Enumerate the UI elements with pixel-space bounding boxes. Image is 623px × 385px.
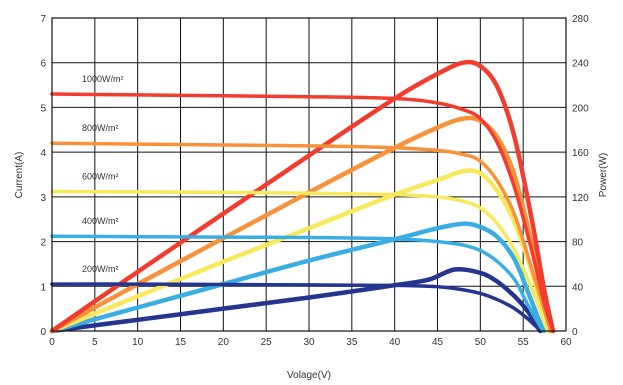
x-axis-title: Volage(V): [287, 370, 331, 381]
current-curve: [50, 92, 555, 333]
power-curve: [49, 221, 546, 334]
x-tick-label: 30: [303, 337, 315, 348]
x-tick-label: 0: [49, 337, 55, 348]
x-tick-label: 25: [261, 337, 273, 348]
irradiance-labels: 1000W/m² 800W/m² 600W/m² 400W/m² 200W/m²: [82, 74, 124, 274]
current-curve: [50, 234, 546, 333]
y-right-tick-label: 160: [572, 148, 589, 159]
irradiance-label: 400W/m²: [82, 216, 119, 226]
y-left-tick-label: 0: [40, 327, 46, 338]
power-curve: [49, 59, 556, 334]
power-curve: [49, 115, 553, 334]
y-left-tick-label: 3: [40, 193, 46, 204]
y-left-tick-label: 2: [40, 238, 46, 249]
y-left-tick-label: 6: [40, 59, 46, 70]
current-curve: [50, 141, 553, 333]
y-left-tick-label: 4: [40, 148, 46, 159]
irradiance-label: 800W/m²: [82, 123, 119, 133]
x-axis-ticks: 0 5 10 15 20 25 30 35 40 45 50 55 60: [49, 337, 572, 348]
y-left-axis-title: Current(A): [14, 152, 25, 199]
y-right-tick-label: 0: [572, 327, 578, 338]
x-tick-label: 50: [475, 337, 487, 348]
irradiance-label: 1000W/m²: [82, 74, 124, 84]
irradiance-label: 200W/m²: [82, 264, 119, 274]
x-tick-label: 60: [560, 337, 572, 348]
current-curve: [50, 189, 550, 333]
irradiance-label: 600W/m²: [82, 171, 119, 181]
y-right-tick-label: 280: [572, 14, 589, 25]
x-tick-label: 40: [389, 337, 401, 348]
y-right-axis-ticks: 0 40 80 120 160 200 240 280: [572, 14, 589, 338]
y-right-axis-title: Power(W): [598, 153, 609, 197]
plot-frame: [51, 17, 567, 332]
y-left-tick-label: 1: [40, 282, 46, 293]
y-left-tick-label: 7: [40, 14, 46, 25]
y-right-tick-label: 120: [572, 193, 589, 204]
power-curve: [49, 266, 543, 334]
y-left-tick-label: 5: [40, 103, 46, 114]
x-tick-label: 45: [432, 337, 444, 348]
y-right-tick-label: 80: [572, 238, 584, 249]
x-tick-label: 10: [132, 337, 144, 348]
y-right-tick-label: 200: [572, 103, 589, 114]
x-tick-label: 20: [218, 337, 230, 348]
x-tick-label: 15: [175, 337, 187, 348]
y-right-tick-label: 240: [572, 59, 589, 70]
y-left-axis-ticks: 0 1 2 3 4 5 6 7: [40, 14, 46, 338]
current-curves: [50, 92, 555, 333]
x-tick-label: 5: [92, 337, 98, 348]
current-curve: [50, 282, 543, 333]
y-right-tick-label: 40: [572, 282, 584, 293]
x-tick-label: 55: [518, 337, 530, 348]
x-tick-label: 35: [346, 337, 358, 348]
